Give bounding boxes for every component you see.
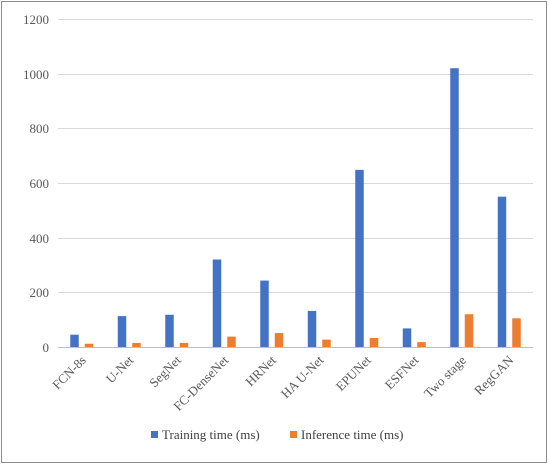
y-tick-label: 200 bbox=[30, 285, 50, 300]
training-time-bar-hrnet bbox=[260, 280, 269, 347]
y-tick-label: 0 bbox=[43, 340, 50, 355]
x-tick-label: RegGAN bbox=[471, 352, 517, 398]
training-time-bar-epunet bbox=[355, 169, 364, 347]
x-tick-label: SegNet bbox=[146, 352, 184, 390]
inference-time-legend-label: Inference time (ms) bbox=[301, 427, 404, 442]
bars bbox=[70, 68, 521, 347]
inference-time-bar-ha-u-net bbox=[322, 339, 331, 347]
x-tick-label: Two stage bbox=[421, 352, 469, 400]
inference-time-bar-fc-densenet bbox=[227, 336, 236, 347]
y-tick-label: 1200 bbox=[23, 12, 49, 27]
x-tick-label: U-Net bbox=[103, 352, 137, 386]
inference-time-bar-segnet bbox=[179, 342, 189, 347]
training-time-bar-segnet bbox=[165, 314, 174, 347]
inference-time-bar-esfnet bbox=[417, 342, 426, 347]
inference-time-bar-u-net bbox=[132, 342, 141, 347]
gridlines bbox=[58, 19, 533, 348]
training-time-bar-ha-u-net bbox=[307, 310, 317, 347]
training-time-legend-swatch bbox=[151, 431, 158, 438]
x-tick-label: HRNet bbox=[242, 352, 279, 389]
y-tick-label: 1000 bbox=[23, 67, 49, 82]
x-tick-label: EPUNet bbox=[333, 352, 375, 394]
x-tick-label: ESFNet bbox=[382, 352, 422, 392]
x-tick-label: FCN-8s bbox=[49, 353, 89, 393]
y-axis-tick-labels: 0 200 400 600 800 1000 1200 bbox=[23, 12, 49, 355]
inference-time-bar-epunet bbox=[369, 337, 379, 347]
training-time-legend-label: Training time (ms) bbox=[162, 427, 260, 442]
inference-time-bar-two-stage bbox=[464, 314, 474, 347]
x-tick-label: HA U-Net bbox=[278, 352, 327, 401]
training-time-bar-fc-densenet bbox=[212, 259, 222, 347]
y-tick-label: 800 bbox=[30, 121, 50, 136]
inference-time-bar-hrnet bbox=[274, 333, 284, 347]
inference-time-bar-reggan bbox=[512, 318, 521, 347]
inference-time-bar-fcn-8s bbox=[84, 343, 94, 347]
y-tick-label: 400 bbox=[30, 231, 50, 246]
training-time-bar-reggan bbox=[497, 196, 507, 347]
training-time-bar-esfnet bbox=[402, 328, 412, 347]
inference-time-legend-swatch bbox=[290, 431, 297, 438]
training-time-bar-u-net bbox=[117, 316, 127, 347]
y-tick-label: 600 bbox=[30, 176, 50, 191]
training-time-bar-fcn-8s bbox=[70, 334, 79, 347]
legend: Training time (ms) Inference time (ms) bbox=[151, 427, 404, 442]
training-time-bar-two-stage bbox=[450, 68, 459, 347]
